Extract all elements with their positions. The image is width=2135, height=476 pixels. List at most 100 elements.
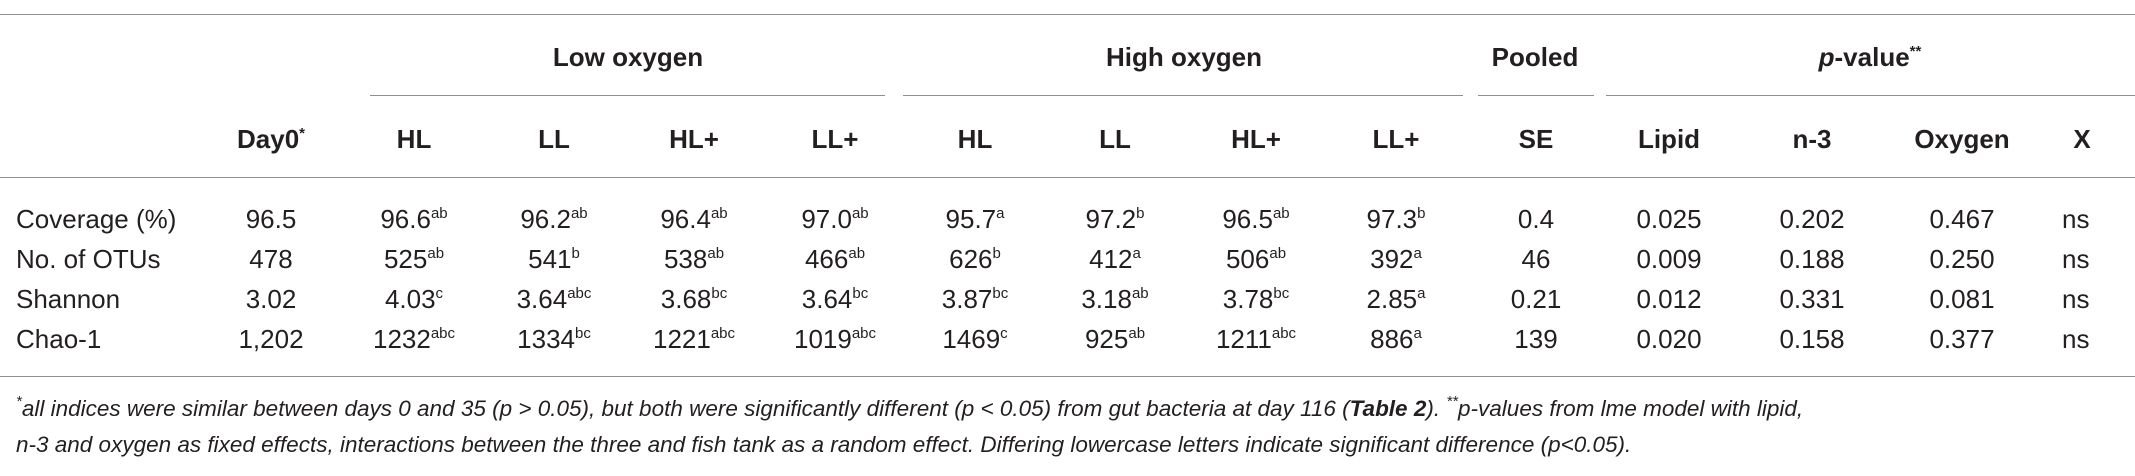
pvalue-group-header: p-value** [1819, 42, 1922, 72]
row-0-high-1-value: 97.2 [1085, 204, 1137, 234]
row-3-p-0: 0.020 [1636, 324, 1701, 354]
row-2-high-0-superscript: bc [992, 285, 1009, 302]
row-2-high-3: 2.85a [1367, 284, 1426, 314]
row-2-p-2: 0.081 [1929, 284, 1994, 314]
footnote-text-1: all indices were similar between days 0 … [21, 396, 1350, 421]
row-0-low-2: 96.4ab [660, 204, 727, 234]
row-0-label-value: Coverage (%) [16, 204, 177, 234]
row-0-high-2: 96.5ab [1222, 204, 1289, 234]
row-2-day0: 3.02 [246, 284, 297, 314]
row-0-low-0-value: 96.6 [380, 204, 431, 234]
footnote-mark-2: ** [1446, 393, 1459, 410]
row-3-low-2-superscript: abc [710, 325, 736, 342]
row-3-low-3: 1019abc [794, 324, 876, 354]
row-1-day0: 478 [249, 244, 292, 274]
row-2-high-3-superscript: a [1417, 285, 1426, 302]
row-0-day0: 96.5 [246, 204, 297, 234]
row-2-low-3-value: 3.64 [801, 284, 853, 314]
row-1-high-2-value: 506 [1225, 244, 1270, 274]
row-1-high-1-superscript: a [1132, 245, 1141, 262]
row-1-low-3-superscript: ab [848, 245, 866, 262]
row-2-p-0: 0.012 [1636, 284, 1701, 314]
row-0-low-1-superscript: ab [570, 205, 588, 222]
row-0-p-2-value: 0.467 [1929, 204, 1995, 234]
row-3-high-1: 925ab [1085, 324, 1145, 354]
row-0-low-3-superscript: ab [851, 205, 869, 222]
footnote-mark-1: * [16, 393, 22, 410]
row-2-p-0-value: 0.012 [1636, 284, 1702, 314]
row-0-se: 0.4 [1518, 204, 1554, 234]
row-3-high-2-value: 1211 [1215, 324, 1272, 354]
row-3-high-2-superscript: abc [1271, 325, 1297, 342]
table-bottom-rule [0, 376, 2135, 377]
row-2-high-2: 3.78bc [1223, 284, 1289, 314]
row-3-low-1: 1334bc [517, 324, 591, 354]
row-2-low-3-superscript: bc [852, 285, 869, 302]
row-1-se-value: 46 [1521, 244, 1551, 274]
row-0-p-0-value: 0.025 [1636, 204, 1702, 234]
pvalue-span-rule [1606, 95, 2135, 96]
col-high-llplus: LL+ [1372, 124, 1420, 154]
row-3-p-1: 0.158 [1779, 324, 1844, 354]
row-3-low-2-value: 1221 [652, 324, 711, 354]
row-1-label-value: No. of OTUs [16, 244, 161, 274]
row-0-high-2-value: 96.5 [1222, 204, 1273, 234]
row-0-high-1: 97.2b [1086, 204, 1145, 234]
row-3-day0-value: 1,202 [238, 324, 304, 354]
col-low-llplus: LL+ [811, 124, 859, 154]
row-1-se: 46 [1522, 244, 1551, 274]
row-1-high-3: 392a [1370, 244, 1422, 274]
row-3-low-0-superscript: abc [430, 325, 456, 342]
row-1-high-3-superscript: a [1413, 245, 1422, 262]
row-2-high-1-value: 3.18 [1081, 284, 1132, 314]
row-0-low-0: 96.6ab [380, 204, 447, 234]
table-top-rule [0, 14, 2135, 15]
row-0-p-0: 0.025 [1636, 204, 1701, 234]
row-1-low-1-superscript: b [571, 245, 580, 262]
row-1-low-1: 541b [528, 244, 580, 274]
row-3-p-2: 0.377 [1929, 324, 1994, 354]
row-1-low-0: 525ab [384, 244, 444, 274]
row-3-low-2: 1221abc [653, 324, 735, 354]
pvalue-rest: -value [1834, 42, 1910, 72]
row-0-label: Coverage (%) [16, 204, 176, 234]
row-0-p-x-value: ns [2062, 204, 2090, 234]
col-high-hl: HL [957, 124, 993, 154]
row-3-low-1-superscript: bc [575, 325, 591, 342]
row-3-label-value: Chao-1 [16, 324, 102, 354]
row-2-low-2: 3.68bc [661, 284, 727, 314]
high-oxygen-group-header: High oxygen [1105, 42, 1263, 72]
row-2-high-1-superscript: ab [1131, 285, 1149, 302]
row-3-low-0: 1232abc [373, 324, 455, 354]
row-1-p-0-value: 0.009 [1636, 244, 1702, 274]
col-low-hl: HL [396, 124, 432, 154]
high-oxygen-span-rule [903, 95, 1463, 96]
row-2-label: Shannon [16, 284, 120, 314]
row-1-high-3-value: 392 [1370, 244, 1414, 274]
row-1-low-2: 538ab [664, 244, 724, 274]
row-2-label-value: Shannon [16, 284, 121, 314]
row-2-high-1: 3.18ab [1081, 284, 1148, 314]
table-footnote-line-1: *all indices were similar between days 0… [16, 392, 1803, 426]
row-0-high-3-superscript: b [1417, 205, 1426, 222]
row-0-low-3: 97.0ab [801, 204, 868, 234]
low-oxygen-span-rule [370, 95, 885, 96]
row-3-high-2: 1211abc [1216, 324, 1296, 354]
row-2-low-2-value: 3.68 [660, 284, 712, 314]
row-1-high-2: 506ab [1226, 244, 1286, 274]
col-p-lipid: Lipid [1637, 124, 1701, 154]
row-0-high-2-superscript: ab [1272, 205, 1290, 222]
row-3-p-0-value: 0.020 [1636, 324, 1702, 354]
row-0-p-1-value: 0.202 [1779, 204, 1845, 234]
row-2-p-2-value: 0.081 [1929, 284, 1995, 314]
footnote-table-ref[interactable]: Table 2 [1349, 396, 1427, 421]
row-3-high-1-superscript: ab [1128, 325, 1146, 342]
row-2-high-2-value: 3.78 [1222, 284, 1274, 314]
col-p-oxygen: Oxygen [1914, 124, 2010, 154]
row-1-p-1: 0.188 [1779, 244, 1844, 274]
row-2-low-2-superscript: bc [711, 285, 728, 302]
row-1-p-x: ns [2062, 244, 2089, 274]
row-3-p-2-value: 0.377 [1929, 324, 1995, 354]
row-2-p-x-value: ns [2062, 284, 2090, 314]
row-2-high-3-value: 2.85 [1366, 284, 1418, 314]
